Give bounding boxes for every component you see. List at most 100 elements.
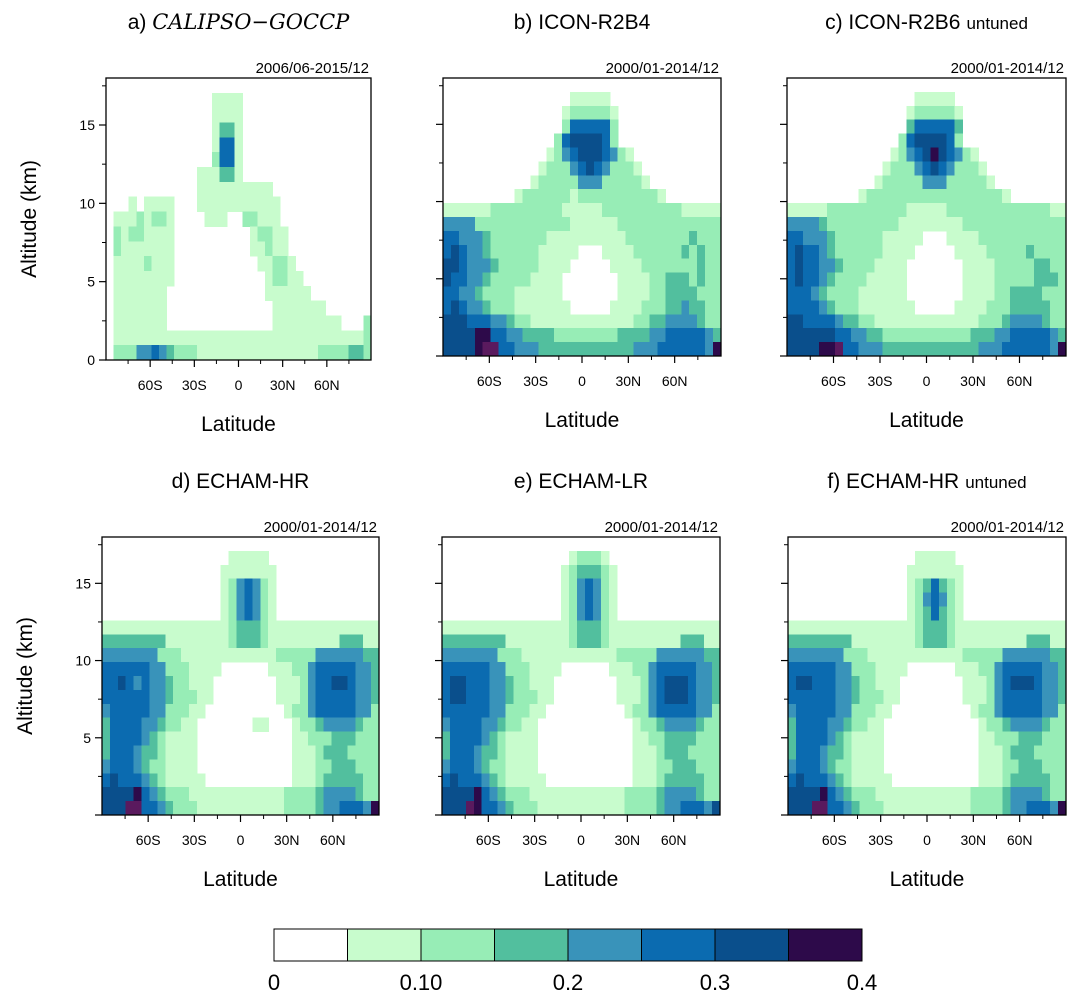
heatmap-cell	[562, 161, 571, 176]
heatmap-cell	[649, 203, 659, 218]
heatmap-cell	[339, 717, 348, 733]
heatmap-cell	[648, 745, 658, 760]
heatmap-cell	[465, 773, 475, 788]
heatmap-cell	[922, 175, 932, 190]
heatmap-cell	[624, 620, 634, 635]
x-tick-label: 60N	[1007, 373, 1033, 389]
heatmap-cell	[665, 314, 674, 329]
heatmap-cell	[827, 703, 837, 719]
heatmap-cell	[883, 703, 892, 719]
heatmap-cell	[466, 258, 476, 274]
heatmap-cell	[537, 787, 546, 802]
heatmap-cell	[688, 745, 697, 760]
heatmap-cell	[302, 330, 312, 346]
heatmap-cell	[546, 314, 555, 329]
heatmap-cell	[898, 342, 908, 357]
heatmap-cell	[795, 620, 805, 635]
heatmap-cell	[704, 731, 713, 747]
heatmap-cell	[109, 773, 119, 788]
heatmap-cell	[978, 801, 988, 816]
heatmap-cell	[554, 328, 563, 343]
heatmap-cell	[481, 717, 491, 733]
heatmap-cell	[923, 550, 932, 566]
heatmap-cell	[811, 689, 821, 705]
heatmap-cell	[672, 620, 681, 635]
heatmap-cell	[1002, 662, 1011, 677]
heatmap-cell	[922, 147, 932, 162]
heatmap-cell	[986, 703, 996, 719]
heatmap-cell	[514, 244, 524, 260]
heatmap-cell	[1050, 217, 1059, 232]
colorbar-swatch	[567, 928, 642, 962]
colorbar-swatch	[641, 928, 716, 962]
heatmap-cell	[295, 285, 304, 302]
heatmap-cell	[898, 314, 908, 329]
heatmap-cell	[529, 648, 538, 663]
heatmap-cell	[923, 620, 932, 635]
heatmap-cell	[538, 203, 547, 218]
heatmap-cell	[946, 105, 955, 121]
heatmap-f	[788, 550, 1067, 816]
heatmap-cell	[109, 787, 119, 802]
heatmap-cell	[113, 256, 122, 272]
heatmap-cell	[219, 211, 228, 228]
heatmap-cell	[355, 648, 364, 663]
heatmap-cell	[866, 314, 876, 329]
heatmap-cell	[970, 689, 980, 705]
heatmap-cell	[851, 773, 861, 788]
heatmap-cell	[656, 620, 665, 635]
heatmap-cell	[151, 211, 160, 228]
heatmap-cell	[704, 676, 713, 691]
x-tick-label: 30N	[960, 832, 986, 848]
heatmap-cell	[236, 634, 246, 649]
heatmap-cell	[1026, 801, 1035, 816]
heatmap-cell	[151, 345, 160, 361]
heatmap-cell	[546, 189, 555, 204]
heatmap-cell	[489, 648, 499, 663]
heatmap-cell	[272, 196, 281, 213]
heatmap-cell	[481, 731, 491, 747]
heatmap-cell	[244, 648, 253, 663]
heatmap-cell	[529, 773, 538, 788]
heatmap-cell	[593, 189, 603, 204]
heatmap-cell	[490, 258, 500, 274]
heatmap-cell	[697, 342, 706, 357]
heatmap-cell	[986, 203, 995, 218]
heatmap-cell	[858, 314, 868, 329]
heatmap-cell	[632, 662, 642, 677]
heatmap-cell	[514, 328, 524, 343]
heatmap-cell	[625, 300, 635, 315]
heatmap-cell	[994, 328, 1003, 343]
heatmap-cell	[234, 92, 243, 109]
heatmap-cell	[930, 564, 940, 580]
heatmap-cell	[128, 345, 137, 361]
heatmap-cell	[513, 717, 523, 733]
heatmap-cell	[898, 244, 908, 260]
heatmap-cell	[173, 801, 182, 816]
heatmap-cell	[978, 662, 988, 677]
heatmap-cell	[954, 620, 964, 635]
heatmap-cell	[109, 634, 119, 649]
heatmap-cell	[875, 745, 884, 760]
heatmap-cell	[339, 676, 348, 691]
heatmap-cell	[457, 620, 467, 635]
y-tick-label: 15	[75, 575, 91, 591]
heatmap-cell	[165, 689, 174, 705]
heatmap-cell	[113, 285, 122, 302]
heatmap-cell	[299, 634, 309, 649]
heatmap-cell	[697, 244, 706, 260]
heatmap-cell	[159, 226, 168, 242]
heatmap-cell	[465, 731, 475, 747]
heatmap-cell	[986, 230, 995, 246]
heatmap-cell	[712, 731, 721, 747]
heatmap-cell	[554, 286, 563, 301]
heatmap-cell	[632, 745, 642, 760]
heatmap-cell	[546, 147, 555, 162]
heatmap-cell	[450, 244, 460, 260]
heatmap-cell	[673, 258, 682, 274]
heatmap-cell	[291, 634, 301, 649]
heatmap-cell	[102, 703, 111, 719]
heatmap-cell	[133, 689, 143, 705]
heatmap-cell	[704, 689, 713, 705]
heatmap-cell	[522, 244, 531, 260]
